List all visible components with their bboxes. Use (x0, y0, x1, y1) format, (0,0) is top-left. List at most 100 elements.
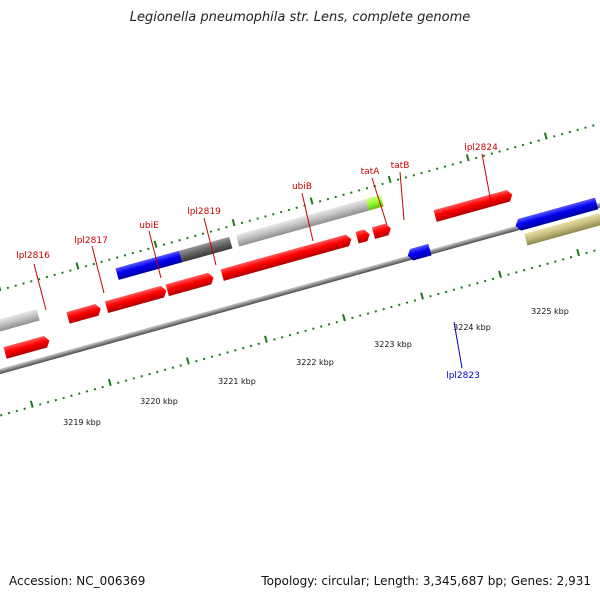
minor-tick (506, 148, 509, 151)
minor-tick (357, 189, 361, 192)
minor-tick (412, 174, 416, 177)
minor-tick (22, 282, 25, 285)
minor-tick (256, 217, 259, 220)
minor-tick (124, 379, 128, 382)
minor-tick (240, 221, 244, 225)
minor-tick (491, 277, 495, 281)
major-tick (576, 249, 581, 257)
minor-tick (452, 288, 456, 291)
minor-tick (264, 215, 267, 218)
kbp-label: 3222 kbp (296, 358, 334, 367)
minor-tick (420, 171, 423, 175)
minor-tick (117, 381, 120, 385)
minor-tick (405, 301, 409, 304)
minor-tick (398, 303, 401, 307)
gene-feature (66, 304, 101, 324)
minor-tick (304, 329, 307, 333)
minor-tick (482, 154, 486, 158)
label-leader-line (453, 321, 463, 369)
kbp-label: 3219 kbp (63, 418, 101, 427)
label-leader-line (301, 192, 314, 242)
minor-tick (366, 312, 370, 315)
gene-feature (220, 234, 352, 281)
minor-tick (209, 230, 213, 233)
minor-tick (193, 234, 197, 238)
minor-tick (522, 268, 526, 272)
major-tick (420, 292, 424, 300)
minor-tick (225, 225, 228, 229)
minor-tick (428, 169, 431, 173)
minor-tick (93, 388, 97, 391)
gene-label: ubiE (139, 221, 159, 231)
minor-tick (108, 258, 111, 261)
gene-feature (179, 236, 233, 263)
gene-label: ubiB (292, 182, 312, 192)
minor-tick (132, 377, 136, 380)
minor-tick (46, 401, 50, 404)
minor-tick (295, 206, 298, 209)
minor-tick (381, 182, 384, 186)
minor-tick (483, 279, 487, 283)
inner-tick-track (0, 249, 596, 417)
label-leader-line (148, 230, 162, 279)
minor-tick (195, 359, 198, 363)
kbp-label: 3221 kbp (218, 377, 256, 386)
minor-tick (202, 357, 206, 361)
minor-tick (92, 262, 95, 266)
major-tick (107, 378, 112, 387)
minor-tick (365, 187, 369, 190)
minor-tick (61, 271, 64, 274)
topology-text: Topology: circular; Length: 3,345,687 bp… (261, 574, 591, 588)
minor-tick (296, 331, 300, 335)
gene-label: tatB (391, 161, 410, 171)
minor-tick (568, 130, 572, 134)
minor-tick (201, 232, 205, 235)
minor-tick (15, 409, 19, 413)
minor-tick (490, 152, 494, 155)
minor-tick (498, 150, 501, 153)
minor-tick (234, 349, 237, 352)
minor-tick (350, 191, 353, 194)
minor-tick (359, 314, 362, 317)
minor-tick (569, 256, 573, 259)
minor-tick (115, 256, 119, 259)
minor-tick (179, 364, 182, 367)
minor-tick (226, 351, 229, 354)
minor-tick (288, 333, 292, 337)
label-leader-line (33, 263, 47, 311)
minor-tick (272, 213, 275, 216)
minor-tick (273, 338, 276, 341)
minor-tick (248, 219, 252, 222)
minor-tick (561, 258, 565, 261)
major-tick (498, 270, 502, 278)
minor-tick (84, 264, 88, 268)
minor-tick (14, 284, 17, 287)
major-tick (309, 197, 314, 205)
gene-label: lpl2823 (446, 371, 480, 381)
minor-tick (443, 165, 447, 168)
minor-tick (38, 403, 42, 406)
major-tick (29, 400, 34, 408)
minor-tick (53, 273, 56, 277)
major-tick (543, 132, 548, 140)
minor-tick (287, 208, 291, 212)
major-tick (231, 219, 236, 227)
gene-feature (524, 213, 600, 246)
minor-tick (218, 353, 221, 356)
minor-tick (54, 398, 58, 402)
minor-tick (437, 292, 440, 296)
gene-feature (366, 194, 384, 211)
major-tick (465, 154, 470, 162)
minor-tick (170, 241, 174, 244)
minor-tick (70, 394, 73, 398)
minor-tick (429, 294, 432, 298)
label-leader-line (481, 153, 492, 203)
gene-label: lpl2824 (464, 143, 498, 153)
gene-feature (515, 197, 599, 231)
minor-tick (131, 251, 135, 255)
minor-tick (514, 145, 517, 149)
minor-tick (444, 290, 448, 294)
minor-tick (249, 344, 253, 348)
minor-tick (171, 366, 175, 369)
